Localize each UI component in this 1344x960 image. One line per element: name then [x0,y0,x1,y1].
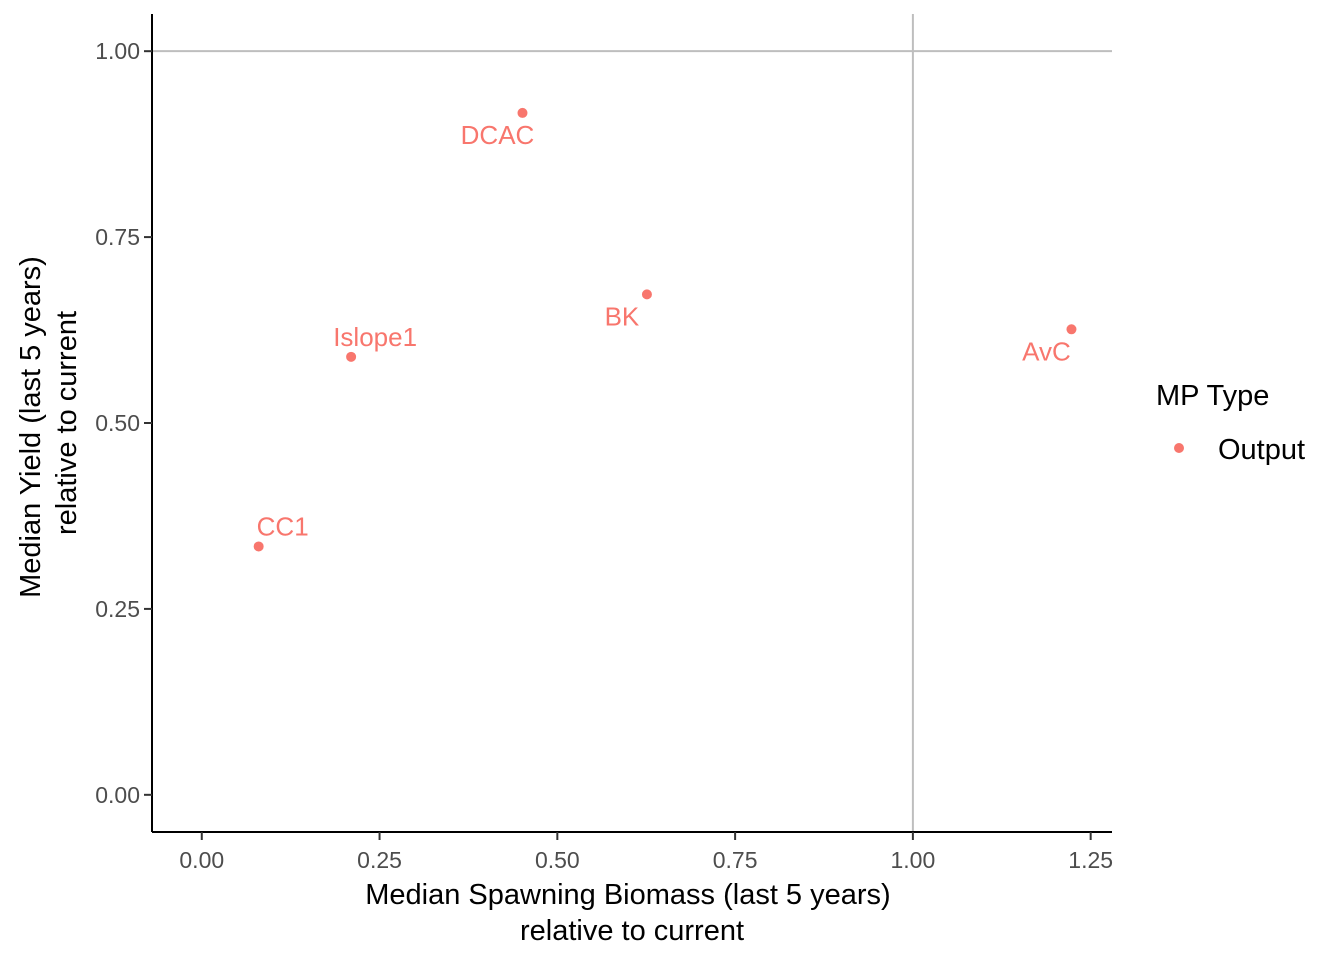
y-tick-label: 0.50 [95,410,140,436]
data-point-islope1 [346,351,357,362]
y-axis-title: Median Yield (last 5 years) relative to … [15,248,83,598]
legend-key-output [1174,443,1184,453]
reference-lines [152,14,1112,832]
x-tick-label: 0.00 [179,847,224,873]
x-axis-title-line-2: relative to current [520,915,744,947]
x-tick-label: 0.50 [535,847,580,873]
x-tick-label: 1.25 [1068,847,1113,873]
legend-title: MP Type [1156,380,1269,412]
data-points [253,107,1077,552]
data-point-cc1 [253,541,264,552]
axes [151,14,1112,833]
x-axis-title-line-1: Median Spawning Biomass (last 5 years) [365,879,890,911]
data-point-dcac [517,107,528,118]
y-tick-label: 0.75 [95,224,140,250]
x-tick-label: 0.25 [357,847,402,873]
y-tick-label: 0.00 [95,782,140,808]
x-tick-label: 1.00 [891,847,936,873]
y-axis-title-line-2: relative to current [51,311,83,535]
x-tick-label: 0.75 [713,847,758,873]
point-label-cc1: CC1 [257,511,309,541]
y-tick-label: 0.25 [95,596,140,622]
legend-label-output: Output [1218,434,1305,466]
y-axis-title-line-1: Median Yield (last 5 years) [15,256,47,598]
x-axis-ticks: 0.00 0.25 0.50 0.75 1.00 1.25 [179,832,1113,873]
data-point-avc [1066,324,1077,335]
point-label-bk: BK [605,301,640,331]
point-label-islope1: Islope1 [333,322,417,352]
point-labels: DCAC BK Islope1 AvC CC1 [257,120,1071,542]
y-tick-label: 1.00 [95,38,140,64]
legend: MP Type Output [1156,380,1305,466]
data-point-bk [641,289,652,300]
point-label-dcac: DCAC [461,120,535,150]
y-axis-ticks: 0.00 0.25 0.50 0.75 1.00 [95,38,152,808]
x-axis-title: Median Spawning Biomass (last 5 years) r… [365,879,899,947]
point-label-avc: AvC [1022,336,1071,366]
